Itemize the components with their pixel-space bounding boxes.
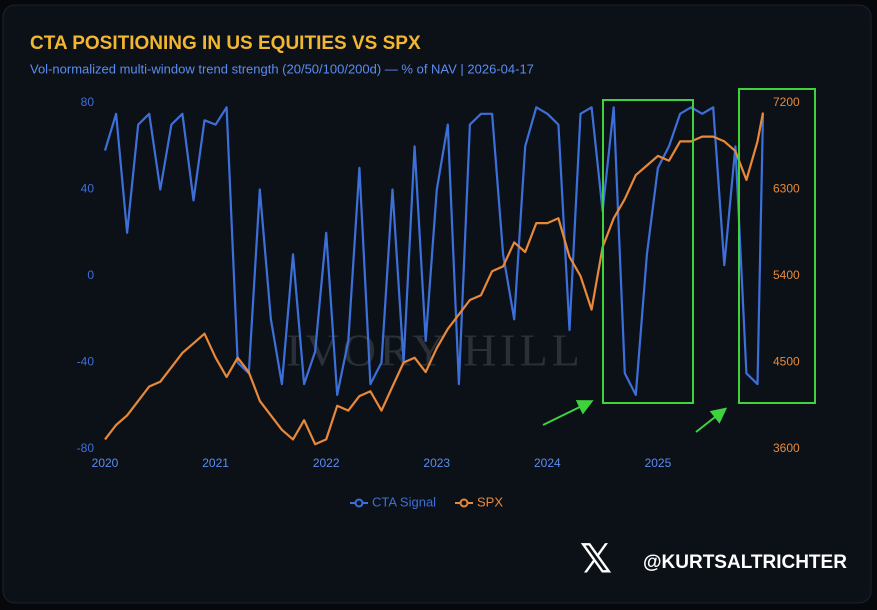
y-tick-label: -80	[77, 441, 95, 455]
x-tick-label: 2025	[645, 456, 672, 470]
y-tick-label: 40	[81, 182, 95, 196]
legend-marker	[354, 498, 364, 508]
legend-label: SPX	[477, 494, 503, 509]
y-tick-label: 0	[87, 268, 94, 282]
legend-marker	[459, 498, 469, 508]
x-logo: 𝕏	[580, 538, 612, 582]
y2-tick-label: 4500	[773, 355, 800, 369]
x-tick-label: 2020	[92, 456, 119, 470]
x-tick-label: 2021	[202, 456, 229, 470]
highlight-box	[602, 99, 694, 404]
arrow	[695, 407, 728, 433]
chart-subtitle: Vol-normalized multi-window trend streng…	[30, 61, 534, 76]
arrow	[542, 400, 594, 426]
y2-tick-label: 6300	[773, 182, 800, 196]
y2-tick-label: 3600	[773, 441, 800, 455]
handle: @KURTSALTRICHTER	[643, 552, 847, 573]
y-tick-label: -40	[77, 355, 95, 369]
series-line	[104, 112, 765, 446]
y2-tick-label: 7200	[773, 95, 800, 109]
card	[2, 4, 872, 604]
x-tick-label: 2023	[423, 456, 450, 470]
y2-tick-label: 5400	[773, 268, 800, 282]
x-tick-label: 2022	[313, 456, 340, 470]
x-tick-label: 2024	[534, 456, 561, 470]
series-line	[103, 106, 765, 396]
legend-label: CTA Signal	[372, 494, 436, 509]
highlight-box	[738, 88, 816, 404]
chart-title: CTA POSITIONING IN US EQUITIES VS SPX	[30, 33, 421, 54]
y-tick-label: 80	[81, 95, 95, 109]
